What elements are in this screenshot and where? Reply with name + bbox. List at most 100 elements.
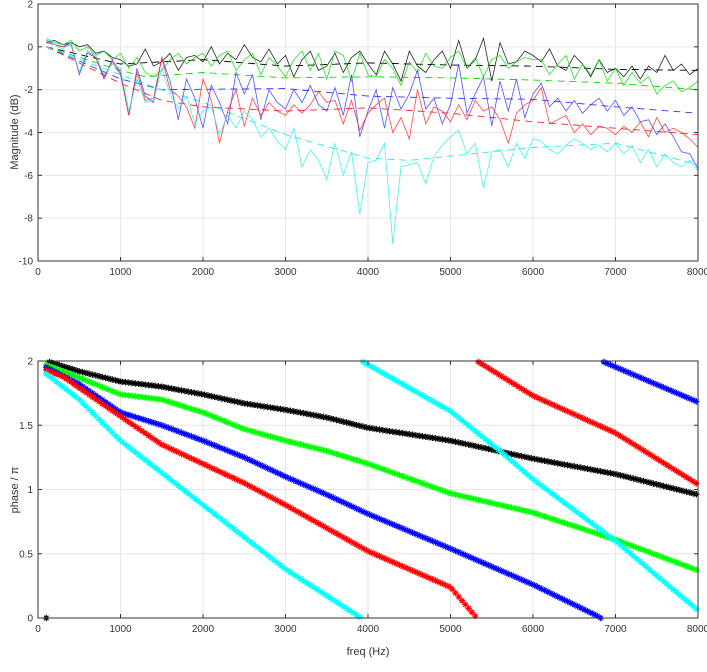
y-tick-label: -6 xyxy=(24,171,33,182)
green-phase-marker xyxy=(188,405,195,413)
black-phase-marker xyxy=(435,435,443,443)
green-phase-marker xyxy=(359,459,367,466)
blue-phase-marker xyxy=(676,391,684,398)
green-phase-marker xyxy=(241,425,248,433)
red-phase-marker xyxy=(561,406,568,414)
blue-phase-marker xyxy=(547,590,555,597)
red-phase-marker xyxy=(171,447,179,454)
cyan-phase-marker xyxy=(175,482,182,489)
blue-phase-marker xyxy=(194,435,202,443)
red-phase-marker xyxy=(349,539,357,547)
blue-phase-marker xyxy=(280,472,288,480)
red-phase-marker xyxy=(260,490,268,497)
blue-phase-marker xyxy=(89,389,96,397)
green-phase-marker xyxy=(534,511,542,518)
black-phase-marker xyxy=(135,380,142,388)
cyan-phase-marker xyxy=(290,571,297,578)
cyan-phase-marker xyxy=(547,489,555,496)
cyan-phase-marker xyxy=(353,611,360,619)
blue-phase-marker xyxy=(544,588,552,596)
black-phase-marker xyxy=(340,418,347,425)
blue-phase-marker xyxy=(244,455,251,463)
green-phase-marker xyxy=(72,373,80,380)
green-phase-marker xyxy=(224,419,231,426)
cyan-phase-marker xyxy=(528,474,535,482)
blue-phase-marker xyxy=(270,468,278,475)
green-phase-marker xyxy=(406,475,413,482)
cyan-phase-marker xyxy=(343,605,350,612)
cyan-phase-marker xyxy=(211,510,218,518)
blue-phase-marker xyxy=(584,607,591,615)
black-phase-marker xyxy=(389,428,396,435)
green-phase-marker xyxy=(660,554,667,561)
green-phase-marker xyxy=(105,386,113,393)
cyan-phase-marker xyxy=(382,371,390,379)
black-phase-marker xyxy=(191,389,198,397)
blue-phase-marker xyxy=(439,541,446,549)
cyan-phase-marker xyxy=(178,485,185,492)
y-tick-label: -4 xyxy=(24,128,33,139)
blue-phase-marker xyxy=(211,442,218,449)
x-tick-label: 8000 xyxy=(687,624,707,635)
green-phase-marker xyxy=(531,509,538,517)
blue-phase-marker xyxy=(630,371,637,378)
cyan-phase-marker xyxy=(336,601,344,608)
blue-phase-marker xyxy=(422,535,429,542)
green-phase-marker xyxy=(310,444,317,451)
blue-phase-marker xyxy=(455,549,462,556)
black-phase-marker xyxy=(574,463,581,471)
blue-phase-marker xyxy=(571,601,578,608)
green-phase-marker xyxy=(369,462,377,469)
red-phase-marker xyxy=(498,373,505,380)
cyan-phase-marker xyxy=(359,358,367,366)
red-phase-marker xyxy=(89,393,96,401)
cyan-phase-marker xyxy=(478,433,486,440)
blue-phase-marker xyxy=(518,576,525,583)
cyan-phase-marker xyxy=(280,564,288,572)
red-phase-marker xyxy=(52,370,60,378)
green-phase-marker xyxy=(102,385,109,392)
cyan-phase-marker xyxy=(366,362,373,369)
green-phase-marker xyxy=(524,508,532,515)
black-phase-marker xyxy=(257,402,264,410)
blue-phase-marker xyxy=(465,553,472,560)
x-tick-label: 4000 xyxy=(357,267,380,278)
black-phase-marker xyxy=(547,458,555,466)
green-phase-marker xyxy=(587,528,594,535)
blue-phase-marker xyxy=(475,557,482,565)
cyan-phase-marker xyxy=(646,566,654,574)
green-phase-marker xyxy=(148,395,156,402)
cyan-phase-marker xyxy=(627,550,634,557)
cyan-phase-marker xyxy=(198,500,205,507)
blue-phase-marker xyxy=(683,394,690,401)
black-phase-marker xyxy=(59,362,66,370)
green-phase-marker xyxy=(396,471,403,479)
cyan-phase-series xyxy=(43,358,700,621)
cyan-phase-marker xyxy=(389,375,396,382)
x-tick-label: 8000 xyxy=(687,267,707,278)
black-phase-marker xyxy=(49,359,57,367)
green-phase-marker xyxy=(501,502,509,510)
green-phase-marker xyxy=(297,441,304,448)
black-phase-marker xyxy=(373,425,380,433)
black-phase-marker xyxy=(112,377,119,384)
red-phase-marker xyxy=(577,414,585,421)
red-phase-marker xyxy=(353,541,360,548)
blue-phase-marker xyxy=(564,598,571,605)
black-phase-marker xyxy=(287,407,294,414)
green-phase-marker xyxy=(620,539,627,546)
green-phase-marker xyxy=(56,366,63,374)
red-phase-marker xyxy=(435,578,443,586)
blue-phase-marker xyxy=(419,533,426,541)
red-phase-marker xyxy=(544,399,552,406)
black-phase-marker xyxy=(46,358,53,366)
cyan-phase-marker xyxy=(224,520,231,528)
blue-phase-marker xyxy=(429,537,436,545)
black-phase-marker xyxy=(267,404,274,411)
cyan-phase-marker xyxy=(69,391,76,398)
red-phase-marker xyxy=(85,391,93,398)
black-phase-marker xyxy=(653,481,660,488)
cyan-phase-marker xyxy=(287,569,294,576)
blue-phase-marker xyxy=(376,515,383,522)
blue-phase-marker xyxy=(617,365,624,373)
